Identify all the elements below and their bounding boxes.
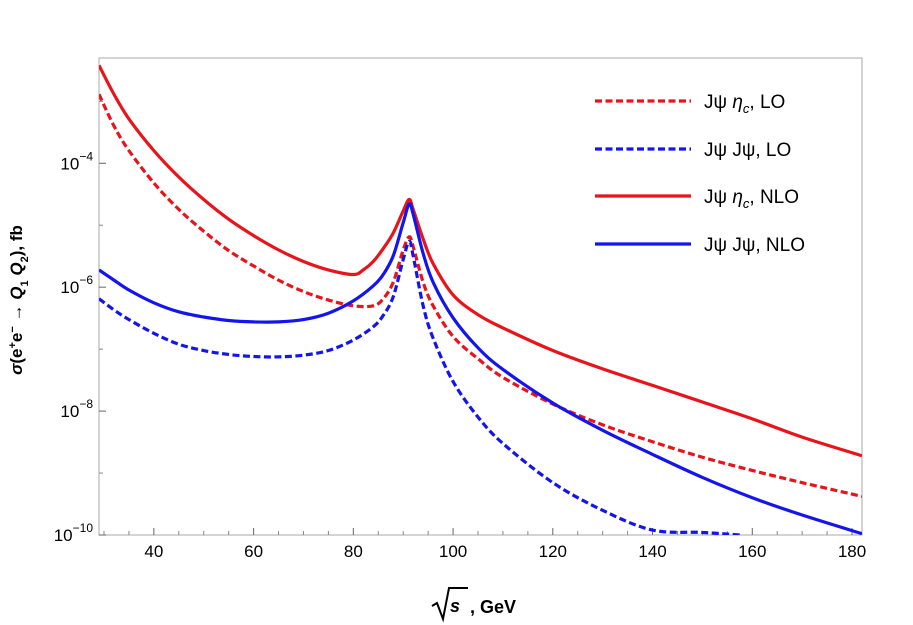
y-tick-exponent: −8 xyxy=(79,397,93,411)
x-axis-title: s , GeV xyxy=(431,587,516,623)
legend-suffix: , NLO xyxy=(755,235,805,256)
x-tick-label: 140 xyxy=(638,542,666,561)
x-tick-label: 180 xyxy=(838,542,866,561)
y-tick-base: 10 xyxy=(60,278,79,297)
y-tick-label: 10−6 xyxy=(60,273,93,297)
y-tick-base: 10 xyxy=(54,526,73,545)
y-tick-exponent: −6 xyxy=(79,273,93,287)
series-line-1 xyxy=(99,93,862,498)
y-tick-base: 10 xyxy=(60,402,79,421)
y-tick-label: 10−8 xyxy=(60,397,93,421)
y-tick-label: 10−10 xyxy=(54,521,94,545)
legend-suffix: , LO xyxy=(755,140,791,161)
legend-label: Jψ ηc, NLO xyxy=(704,187,799,211)
x-axis-unit: , GeV xyxy=(470,597,516,617)
legend-subscript: c xyxy=(743,196,750,211)
y-tick-exponent: −10 xyxy=(73,521,94,535)
series-line-3 xyxy=(99,64,862,458)
legend-subscript: c xyxy=(743,101,750,116)
legend-text-main: Jψ Jψ xyxy=(704,235,755,256)
x-tick-label: 40 xyxy=(144,542,163,561)
sqrt-symbol xyxy=(431,587,468,623)
legend-symbol: η xyxy=(732,92,743,113)
plot-area xyxy=(99,64,862,535)
legend-text-main: Jψ xyxy=(704,92,732,113)
x-tick-label: 160 xyxy=(738,542,766,561)
x-tick-label: 100 xyxy=(439,542,467,561)
x-axis-variable: s xyxy=(450,596,460,616)
x-tick-label: 60 xyxy=(244,542,263,561)
y-tick-base: 10 xyxy=(60,154,79,173)
y-tick-exponent: −4 xyxy=(79,149,93,163)
legend-label: Jψ Jψ, LO xyxy=(704,140,791,161)
y-tick-label: 10−4 xyxy=(60,149,93,173)
y-axis-title: σ(e+e− → Q1 Q2), fb xyxy=(7,225,31,375)
legend-label: Jψ ηc, LO xyxy=(704,92,785,116)
legend-symbol: η xyxy=(732,187,743,208)
x-tick-label: 80 xyxy=(344,542,363,561)
legend-label: Jψ Jψ, NLO xyxy=(704,235,805,256)
legend-text-main: Jψ xyxy=(704,187,732,208)
series-line-4 xyxy=(99,202,862,535)
plot-frame xyxy=(98,57,863,536)
x-tick-label: 120 xyxy=(539,542,567,561)
series-line-2 xyxy=(99,239,740,535)
x-axis-ticks: 40 60 80 100 120 140 160 180 xyxy=(103,528,866,561)
legend-suffix: , LO xyxy=(749,92,785,113)
legend-text-main: Jψ Jψ xyxy=(704,140,755,161)
legend-suffix: , NLO xyxy=(749,187,799,208)
